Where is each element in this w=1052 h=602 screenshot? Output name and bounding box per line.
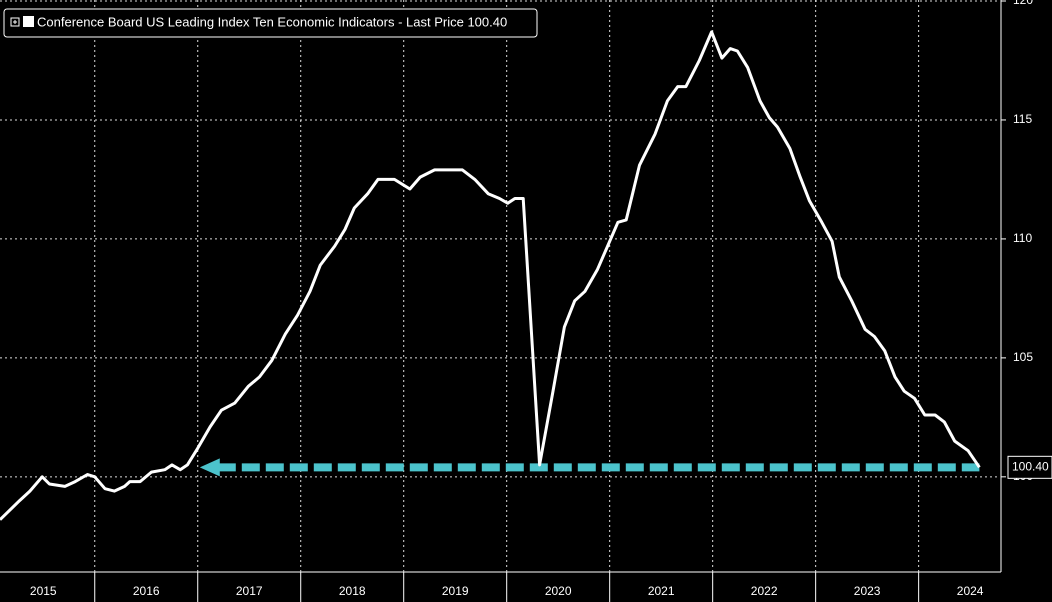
data-line	[0, 30, 981, 521]
x-tick-label: 2020	[545, 584, 572, 598]
x-tick-label: 2022	[751, 584, 778, 598]
legend-swatch	[23, 16, 34, 27]
legend-toggle[interactable]	[10, 17, 20, 27]
x-tick-label: 2018	[339, 584, 366, 598]
x-tick-label: 2015	[30, 584, 57, 598]
x-tick-label: 2016	[133, 584, 160, 598]
x-tick-label: 2024	[957, 584, 984, 598]
legend-box	[3, 8, 538, 38]
y-tick-label: 105	[1013, 350, 1033, 364]
x-tick-label: 2019	[442, 584, 469, 598]
y-tick-label: 115	[1013, 112, 1032, 126]
last-price-arrowhead	[199, 458, 220, 477]
last-price-label: 100.40	[1012, 459, 1049, 473]
last-price-box	[1007, 455, 1052, 479]
x-tick-label: 2017	[236, 584, 263, 598]
chart-title: Conference Board US Leading Index Ten Ec…	[37, 14, 507, 29]
x-tick-label: 2023	[854, 584, 881, 598]
y-tick-label: 120	[1013, 0, 1033, 7]
x-tick-label: 2021	[648, 584, 675, 598]
y-tick-label: 110	[1013, 231, 1032, 245]
